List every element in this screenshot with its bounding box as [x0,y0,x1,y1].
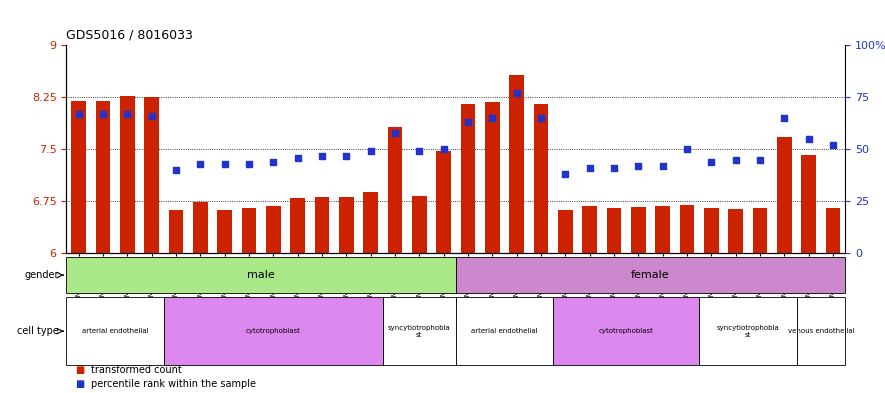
Bar [582,206,596,253]
Text: ■: ■ [75,365,84,375]
Bar [631,207,646,253]
Point [315,152,329,159]
Text: cytotrophoblast: cytotrophoblast [598,328,654,334]
Point [266,159,281,165]
Bar [704,208,719,253]
Bar [509,75,524,253]
Text: male: male [247,270,275,280]
Bar [168,210,183,253]
Bar [699,297,796,365]
Point [631,163,645,169]
Bar [534,104,549,253]
Text: percentile rank within the sample: percentile rank within the sample [91,379,256,389]
Bar [218,210,232,253]
Point [364,148,378,154]
Point [412,148,427,154]
Bar [558,210,573,253]
Bar [242,208,257,253]
Text: syncytiotrophobla
st: syncytiotrophobla st [717,325,779,338]
Text: transformed count: transformed count [91,365,182,375]
Bar [752,208,767,253]
Point [242,161,256,167]
Text: GDS5016 / 8016033: GDS5016 / 8016033 [66,28,193,41]
Point [607,165,621,171]
Bar [460,104,475,253]
Point [582,165,596,171]
Text: cytotrophoblast: cytotrophoblast [246,328,301,334]
Point [777,115,791,121]
Point [728,157,743,163]
Point [485,115,499,121]
Bar [456,297,553,365]
Bar [802,155,816,253]
Bar [382,297,456,365]
Point [290,154,304,161]
Bar [388,127,402,253]
Bar [96,101,110,253]
Bar [266,206,281,253]
Bar [436,151,450,253]
Text: venous endothelial: venous endothelial [788,328,854,334]
Point [96,111,110,117]
Point [461,119,475,125]
Text: ■: ■ [75,379,84,389]
Point [656,163,670,169]
Point [388,130,402,136]
Bar [66,257,456,293]
Point [193,161,207,167]
Point [218,161,232,167]
Bar [315,196,329,253]
Bar [655,206,670,253]
Text: arterial endothelial: arterial endothelial [471,328,538,334]
Point [680,146,694,152]
Bar [485,102,499,253]
Bar [193,202,207,253]
Text: arterial endothelial: arterial endothelial [81,328,149,334]
Bar [796,297,845,365]
Text: syncytiotrophobla
st: syncytiotrophobla st [388,325,450,338]
Point [753,157,767,163]
Bar [553,297,699,365]
Point [144,113,158,119]
Bar [680,205,695,253]
Point [169,167,183,173]
Point [339,152,353,159]
Text: gender: gender [25,270,59,280]
Point [436,146,450,152]
Point [72,111,86,117]
Bar [339,196,353,253]
Text: female: female [631,270,670,280]
Bar [456,257,845,293]
Bar [290,198,304,253]
Bar [72,101,86,253]
Bar [119,96,135,253]
Point [534,115,548,121]
Bar [164,297,382,365]
Bar [412,196,427,253]
Point [120,111,135,117]
Point [826,142,840,148]
Text: cell type: cell type [17,326,59,336]
Bar [777,137,792,253]
Bar [826,208,841,253]
Point [510,90,524,96]
Bar [363,193,378,253]
Bar [66,297,164,365]
Bar [607,208,621,253]
Point [558,171,573,178]
Bar [728,209,743,253]
Point [802,136,816,142]
Point [704,159,719,165]
Bar [144,97,159,253]
